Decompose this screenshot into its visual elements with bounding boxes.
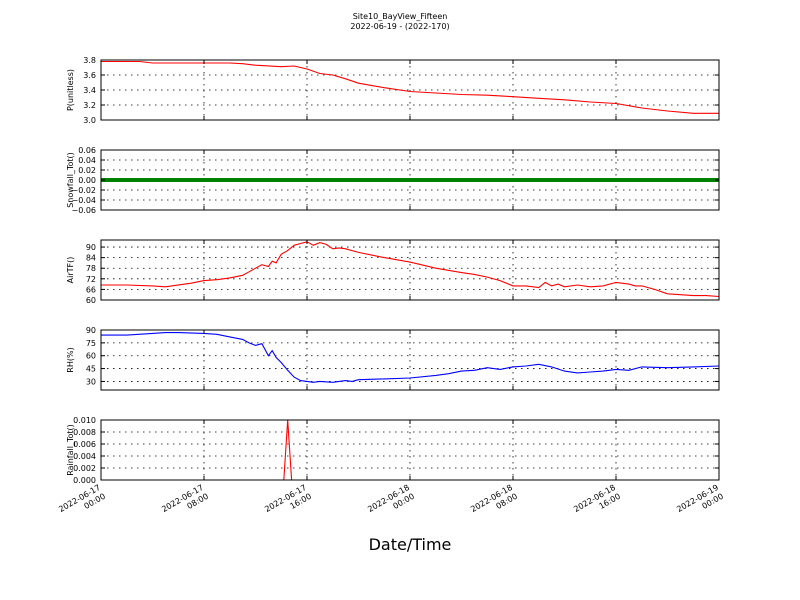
series-line: [101, 60, 719, 114]
y-tick-label: 60: [86, 296, 96, 305]
y-tick-label: 90: [86, 326, 96, 335]
y-axis-label: AirTF(): [66, 257, 75, 284]
y-tick-label: 0.06: [78, 146, 96, 155]
x-tick-label: 2022-06-1900:00: [675, 483, 725, 523]
y-tick-label: 0.000: [73, 476, 96, 485]
y-axis-label: Rainfall_Tot(): [66, 424, 75, 476]
x-axis-label: Date/Time: [369, 535, 452, 554]
y-tick-label: 0.008: [73, 428, 96, 437]
y-tick-label: 3.4: [83, 86, 96, 95]
y-tick-label: 30: [86, 377, 96, 386]
y-tick-label: 0.02: [78, 166, 96, 175]
panel-4: 90 75 60 45 30 RH(%): [66, 326, 720, 391]
series-line: [101, 241, 720, 298]
y-tick-label: 78: [86, 264, 96, 273]
series-line: [101, 332, 720, 383]
y-tick-label: 3.2: [83, 101, 96, 110]
y-tick-label: 60: [86, 352, 96, 361]
chart-subtitle: 2022-06-19 - (2022-170): [350, 22, 449, 31]
y-tick-label: 0.006: [73, 440, 96, 449]
y-tick-label: −0.02: [71, 186, 96, 195]
y-tick-label: 75: [86, 339, 96, 348]
y-tick-label: 0.002: [73, 464, 96, 473]
y-tick-label: 90: [86, 243, 96, 252]
x-tick-labels: 2022-06-1700:00 2022-06-1708:00 2022-06-17…: [57, 483, 725, 523]
panel-2: 0.060.040.020.00−0.02−0.04−0.06Snowfall_…: [66, 146, 720, 215]
y-tick-label: 66: [86, 285, 96, 294]
y-tick-label: 72: [86, 275, 96, 284]
y-tick-label: 3.6: [83, 71, 96, 80]
x-tick-label: 2022-06-1716:00: [263, 483, 313, 523]
y-tick-label: −0.04: [71, 196, 96, 205]
y-tick-label: 84: [86, 254, 96, 263]
y-axis-label: Snowfall_Tot(): [66, 152, 75, 208]
y-tick-label: 0.010: [73, 416, 96, 425]
x-tick-label: 2022-06-1816:00: [572, 483, 622, 523]
y-axis-label: RH(%): [66, 347, 75, 372]
chart-title: Site10_BayView_Fifteen: [353, 12, 448, 21]
x-tick-label: 2022-06-1708:00: [160, 483, 210, 523]
y-tick-label: 45: [86, 365, 96, 374]
panel-1: 3.8 3.6 3.4 3.2 3.0 P(unitless): [66, 56, 720, 125]
y-tick-label: 0.00: [78, 176, 96, 185]
y-tick-label: −0.06: [71, 206, 96, 215]
y-tick-label: 0.004: [73, 452, 96, 461]
panel-5: 0.010 0.008 0.006 0.004 0.002 0.000Rainfall_T…: [66, 416, 720, 485]
y-tick-label: 0.04: [78, 156, 96, 165]
y-tick-label: 3.8: [83, 56, 96, 65]
y-tick-label: 3.0: [83, 116, 96, 125]
x-tick-label: 2022-06-1700:00: [57, 483, 107, 523]
panels: 3.83.63.43.23.0P(unitless)0.060.040.020.…: [66, 56, 720, 485]
y-axis-label: P(unitless): [66, 69, 75, 111]
x-tick-label: 2022-06-1808:00: [469, 483, 519, 523]
x-tick-label: 2022-06-1800:00: [366, 483, 416, 523]
